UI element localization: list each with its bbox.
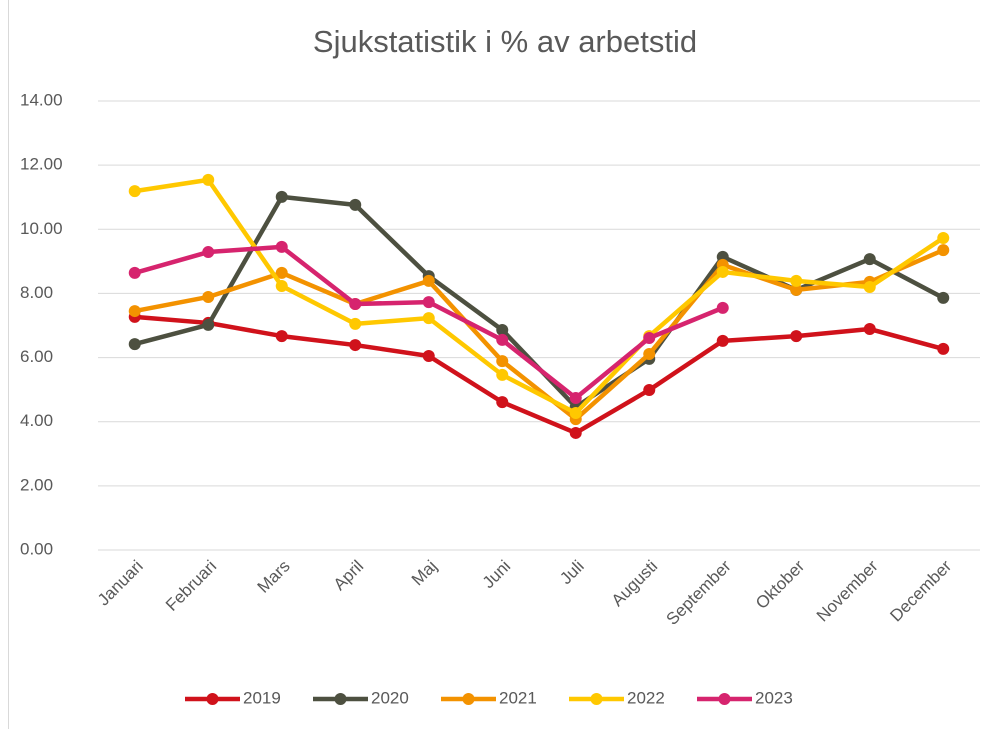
y-tick-label: 8.00 [20, 283, 53, 302]
x-tick-label: September [663, 556, 735, 628]
data-point [275, 240, 288, 253]
data-point [422, 349, 435, 362]
series-line [134, 248, 945, 422]
y-tick-label: 14.00 [20, 90, 63, 109]
data-point [496, 333, 509, 346]
legend-label: 2019 [243, 688, 281, 707]
data-point [790, 283, 803, 296]
data-point [496, 368, 509, 381]
legend-label: 2021 [499, 688, 537, 707]
y-tick-label: 4.00 [20, 411, 53, 430]
x-tick-label: Oktober [752, 556, 808, 612]
data-point [422, 312, 435, 325]
x-tick-label: Augusti [608, 557, 662, 611]
data-point [422, 296, 435, 309]
data-point [863, 253, 876, 266]
data-point [275, 266, 288, 279]
series-line [134, 177, 945, 416]
legend-marker [334, 693, 347, 705]
y-tick-label: 2.00 [20, 475, 53, 494]
data-point [128, 185, 141, 198]
legend-marker [590, 693, 603, 705]
data-point [202, 173, 215, 186]
x-tick-label: Juni [479, 557, 514, 592]
data-point [496, 396, 509, 409]
x-tick-label: Mars [254, 557, 294, 597]
data-point [937, 231, 950, 244]
data-point [202, 246, 215, 259]
legend-marker [462, 693, 475, 705]
data-point [349, 298, 362, 311]
data-point [643, 348, 656, 361]
data-point [863, 323, 876, 336]
data-point [863, 281, 876, 294]
data-point [349, 317, 362, 330]
data-point [496, 323, 509, 336]
data-point [937, 291, 950, 304]
y-tick-label: 10.00 [20, 219, 63, 238]
legend-marker [206, 693, 219, 705]
data-point [349, 198, 362, 211]
y-tick-label: 6.00 [20, 347, 53, 366]
legend-label: 2022 [627, 688, 665, 707]
data-point [128, 305, 141, 318]
y-tick-label: 12.00 [20, 155, 63, 174]
data-point [275, 190, 288, 203]
x-tick-label: November [813, 556, 882, 625]
data-point [275, 280, 288, 293]
x-tick-label: Januari [94, 557, 147, 610]
data-point [569, 391, 582, 404]
data-point [569, 407, 582, 420]
legend-label: 2020 [371, 688, 409, 707]
data-point [275, 330, 288, 343]
data-point [422, 274, 435, 287]
legend-label: 2023 [755, 688, 793, 707]
legend-marker [718, 693, 731, 705]
data-point [716, 265, 729, 278]
x-tick-label: Maj [408, 557, 441, 590]
data-point [202, 318, 215, 331]
data-point [496, 355, 509, 368]
x-tick-label: December [886, 556, 955, 625]
data-point [128, 266, 141, 279]
data-point [790, 330, 803, 343]
data-point [569, 426, 582, 439]
series-line [134, 314, 944, 436]
data-point [937, 244, 950, 257]
series-line [134, 194, 945, 410]
data-point [349, 339, 362, 352]
x-tick-label: Juli [556, 557, 587, 588]
chart-title: Sjukstatistik i % av arbetstid [313, 24, 697, 59]
x-tick-label: Februari [162, 557, 220, 615]
data-point [790, 274, 803, 287]
data-point [716, 334, 729, 347]
data-point [716, 301, 729, 314]
data-point [128, 338, 141, 351]
data-point [643, 383, 656, 396]
y-tick-label: 0.00 [20, 539, 53, 558]
data-point [937, 342, 950, 355]
x-tick-label: April [330, 557, 367, 594]
data-point [643, 332, 656, 345]
data-point [202, 290, 215, 303]
